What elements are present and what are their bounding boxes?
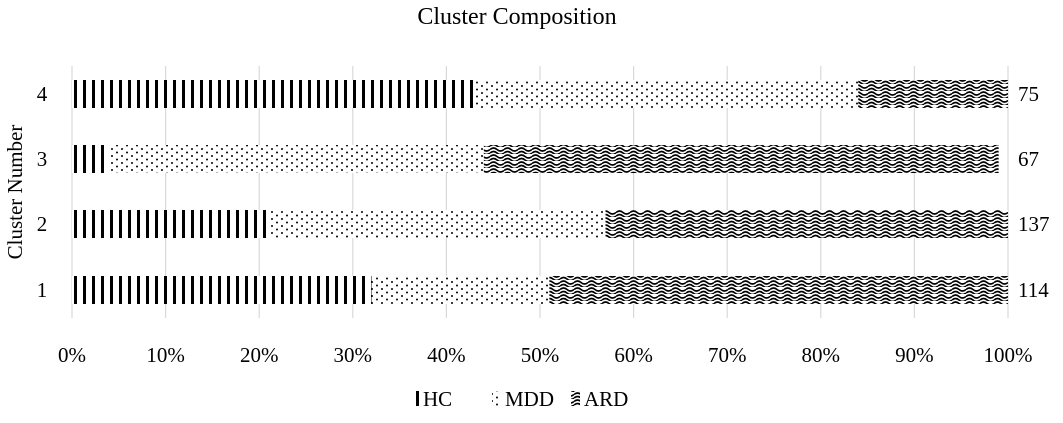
bar-ard-cluster-3 — [483, 145, 999, 173]
total-label: 67 — [1018, 147, 1039, 171]
legend-label: MDD — [505, 387, 554, 411]
x-tick-label: 100% — [984, 343, 1033, 367]
legend-label: ARD — [584, 387, 628, 411]
bars — [72, 80, 1008, 304]
y-tick-label: 4 — [37, 82, 48, 106]
x-tick-label: 40% — [427, 343, 466, 367]
total-label: 75 — [1018, 82, 1039, 106]
legend-swatch — [410, 391, 419, 406]
bar-ard-cluster-2 — [605, 210, 1008, 238]
legend-item-hc: HC — [410, 387, 452, 411]
y-tick-label: 2 — [37, 212, 48, 236]
bar-hc-cluster-4 — [72, 80, 475, 108]
total-label: 114 — [1018, 278, 1049, 302]
x-tick-label: 70% — [708, 343, 747, 367]
bar-hc-cluster-1 — [72, 276, 372, 304]
bar-mdd-cluster-2 — [268, 210, 606, 238]
legend-label: HC — [423, 387, 452, 411]
x-tick-label: 10% — [146, 343, 185, 367]
x-tick-label: 30% — [334, 343, 373, 367]
legend-item-ard: ARD — [571, 387, 628, 411]
total-labels: 114 137 67 75 — [1018, 82, 1050, 302]
x-tick-label: 0% — [58, 343, 86, 367]
bar-hc-cluster-3 — [72, 145, 110, 173]
legend-swatch — [492, 391, 501, 406]
bar-ard-cluster-1 — [549, 276, 1008, 304]
bar-mdd-cluster-3 — [109, 145, 484, 173]
y-tick-labels: 1 2 3 4 — [37, 82, 48, 302]
bar-mdd-cluster-4 — [474, 80, 859, 108]
x-tick-label: 20% — [240, 343, 279, 367]
legend-swatch — [571, 391, 580, 406]
y-tick-label: 3 — [37, 147, 48, 171]
bar-hc-cluster-2 — [72, 210, 269, 238]
x-tick-label: 80% — [802, 343, 841, 367]
x-tick-label: 50% — [521, 343, 560, 367]
bar-mdd-cluster-1 — [371, 276, 550, 304]
x-tick-label: 90% — [895, 343, 934, 367]
chart-title: Cluster Composition — [417, 4, 616, 30]
y-axis-label: Cluster Number — [3, 125, 27, 260]
x-tick-labels: 0% 10% 20% 30% 40% 50% 60% 70% 80% 90% 100% — [58, 343, 1033, 367]
legend-item-mdd: MDD — [492, 387, 554, 411]
x-tick-label: 60% — [614, 343, 653, 367]
bar-ard-cluster-4 — [858, 80, 1008, 108]
y-tick-label: 1 — [37, 278, 48, 302]
total-label: 137 — [1018, 212, 1050, 236]
legend: HC MDD ARD — [410, 387, 628, 411]
